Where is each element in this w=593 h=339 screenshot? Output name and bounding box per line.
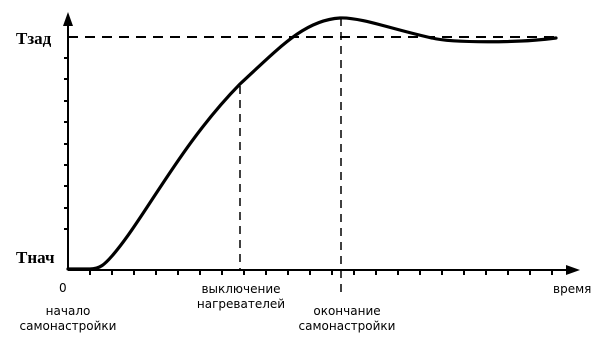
autotune-end-label-line2: самонастройки [299, 319, 396, 333]
y-axis-ticks [64, 57, 68, 230]
autotune-end-label-line1: окончание [313, 304, 380, 318]
initial-temperature-label: Тнач [16, 248, 55, 267]
setpoint-temperature-label: Тзад [16, 29, 52, 48]
heaters-off-label-line1: выключение [201, 282, 280, 296]
y-axis-arrow [63, 12, 73, 26]
x-axis-ticks [89, 270, 553, 275]
origin-label: 0 [59, 281, 67, 295]
temperature-curve [66, 16, 558, 271]
time-axis-label: время [553, 282, 591, 296]
autotune-start-label-line1: начало [46, 304, 91, 318]
heaters-off-label-line2: нагревателей [197, 297, 285, 311]
autotune-start-label-line2: самонастройки [20, 319, 117, 333]
x-axis-arrow [566, 265, 580, 275]
